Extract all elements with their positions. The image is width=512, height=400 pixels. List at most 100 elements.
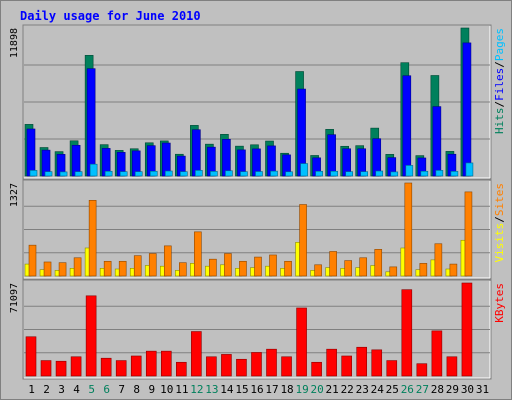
legend-entry: Hits [493, 108, 506, 135]
x-tick-label: 7 [118, 383, 125, 396]
bar-kbytes [446, 356, 458, 377]
bar-kbytes [191, 331, 202, 377]
bar-sites [389, 266, 398, 277]
x-tick-label: 15 [235, 383, 248, 396]
bar-pages [44, 171, 53, 177]
x-tick-label: 11 [175, 383, 188, 396]
bar-kbytes [100, 357, 112, 377]
y-max-label: 11898 [9, 28, 20, 58]
bar-kbytes [221, 354, 232, 377]
bar-kbytes [431, 330, 443, 377]
bar-kbytes [251, 352, 262, 377]
bar-sites [329, 251, 337, 277]
bar-kbytes [130, 355, 142, 377]
bar-kbytes [326, 348, 337, 377]
x-tick-label: 18 [280, 383, 293, 396]
chart-title: Daily usage for June 2010 [20, 9, 201, 23]
bar-files [86, 68, 96, 177]
bar-sites [209, 258, 217, 277]
bar-pages [375, 170, 384, 177]
bar-sites [194, 231, 202, 277]
bar-pages [210, 171, 218, 177]
x-tick-label: 25 [386, 383, 399, 396]
x-tick-label: 8 [133, 383, 140, 396]
bar-sites [464, 191, 473, 277]
x-tick-label: 24 [371, 383, 385, 396]
bar-sites [224, 253, 232, 277]
bar-pages [420, 170, 429, 177]
x-tick-label: 27 [416, 383, 429, 396]
x-tick-label: 10 [160, 383, 173, 396]
bar-kbytes [266, 348, 277, 377]
bar-pages [270, 170, 278, 177]
bar-pages [195, 170, 203, 177]
bar-sites [344, 260, 352, 277]
bar-sites [239, 260, 247, 277]
bar-kbytes [206, 356, 217, 377]
bar-sites [28, 244, 37, 277]
bar-files [372, 138, 382, 177]
bar-sites [359, 257, 368, 277]
x-tick-label: 22 [341, 383, 354, 396]
y-max-label: 1327 [9, 183, 20, 207]
bar-pages [240, 171, 248, 177]
bar-kbytes [416, 363, 428, 377]
legend-entry: Sites [493, 183, 506, 216]
x-tick-label: 23 [356, 383, 369, 396]
legend-entry: Files [493, 68, 506, 101]
bar-sites [284, 260, 292, 277]
bar-pages [360, 171, 369, 177]
bar-sites [434, 243, 443, 277]
x-tick-label: 21 [326, 383, 339, 396]
bar-sites [254, 256, 262, 277]
bar-sites [118, 260, 127, 277]
bar-kbytes [25, 336, 37, 377]
bar-kbytes [160, 350, 172, 377]
legend-traffic: Hits/Files/Pages [493, 28, 506, 134]
bar-kbytes [70, 356, 82, 377]
legend-entry: KBytes [493, 283, 506, 323]
bar-pages [74, 171, 83, 177]
bar-pages [225, 170, 233, 177]
x-tick-label: 4 [73, 383, 80, 396]
bar-sites [374, 249, 383, 277]
bar-kbytes [236, 358, 247, 377]
series-files [26, 42, 472, 177]
bar-files [402, 75, 412, 177]
x-tick-label: 17 [265, 383, 278, 396]
bar-pages [285, 171, 293, 177]
bar-pages [149, 170, 158, 177]
bar-kbytes [371, 349, 383, 377]
x-tick-label: 12 [190, 383, 203, 396]
legend-kbytes: KBytes [493, 283, 506, 323]
bar-sites [133, 255, 142, 277]
legend-entry: Pages [493, 28, 506, 61]
bar-kbytes [281, 356, 292, 377]
bar-sites [103, 260, 112, 277]
bar-files [297, 88, 306, 177]
bar-files [462, 42, 472, 177]
bar-sites [58, 262, 67, 277]
bar-pages [89, 163, 98, 177]
bar-files [432, 106, 442, 177]
legend-visitors: Visits/Sites [493, 183, 506, 263]
bar-kbytes [341, 355, 352, 377]
bar-pages [405, 165, 414, 177]
bar-files [192, 129, 201, 177]
legend-entry: Visits [493, 223, 506, 263]
bar-pages [300, 163, 308, 177]
bar-pages [435, 170, 444, 177]
bar-kbytes [356, 346, 368, 377]
legend-entry: / [493, 101, 506, 108]
bar-kbytes [85, 295, 97, 377]
bar-sites [449, 263, 458, 277]
bar-pages [59, 171, 68, 177]
bar-sites [73, 257, 82, 277]
x-tick-label: 26 [401, 383, 414, 396]
bar-kbytes [311, 361, 322, 377]
bar-kbytes [401, 289, 413, 377]
bar-kbytes [115, 360, 127, 377]
bar-pages [390, 171, 399, 177]
bar-sites [43, 261, 52, 277]
x-tick-label: 13 [205, 383, 218, 396]
